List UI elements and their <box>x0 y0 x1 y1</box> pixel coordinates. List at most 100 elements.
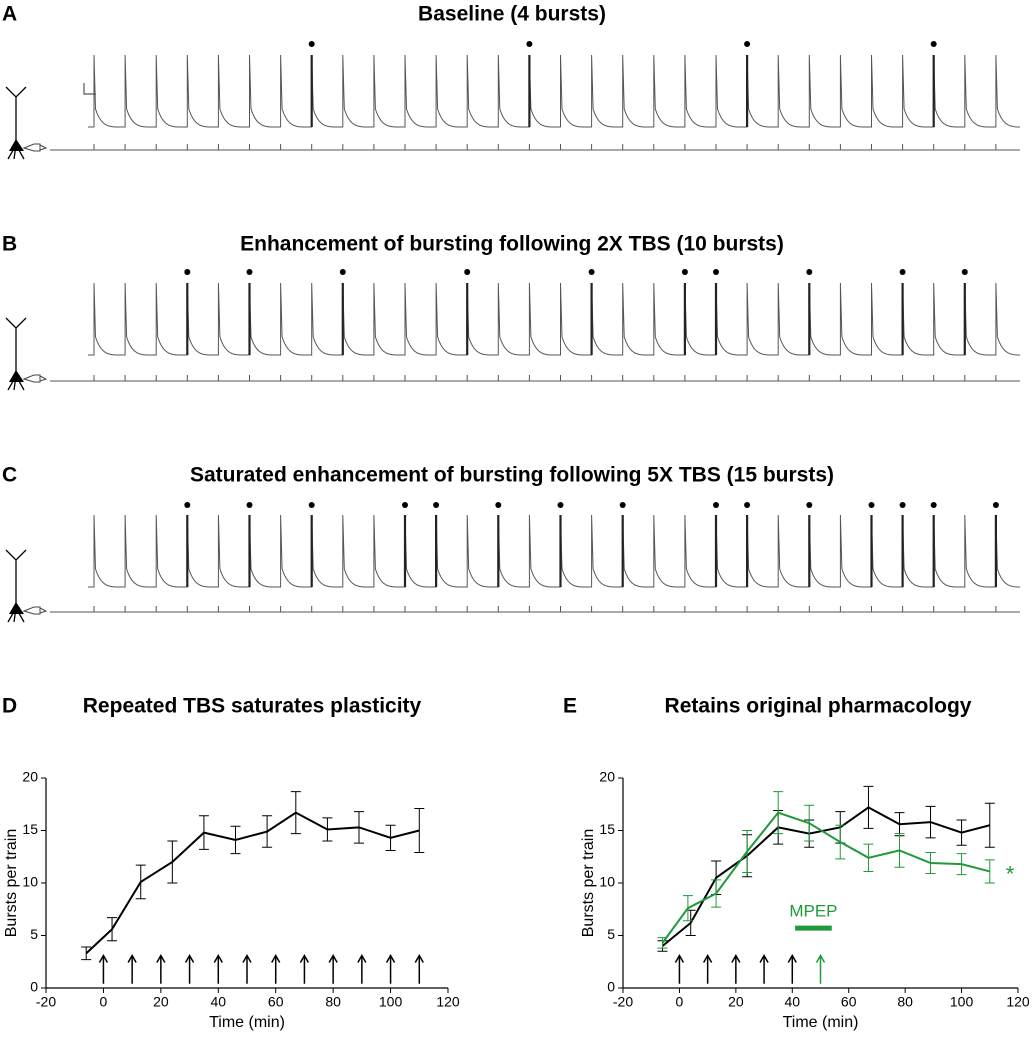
stimulus-arrow <box>787 953 797 984</box>
error-bar <box>414 807 425 854</box>
burst-dot <box>868 502 875 508</box>
x-tick-label: 60 <box>841 994 857 1010</box>
stimulus-arrow <box>127 953 137 984</box>
panel-label: C <box>2 464 17 487</box>
voltage-trace <box>88 514 1020 588</box>
x-tick-label: 80 <box>325 994 341 1010</box>
y-tick-label: 5 <box>607 926 615 942</box>
burst-dot <box>184 269 191 275</box>
stimulus-arrow <box>674 953 685 984</box>
drug-label: MPEP <box>789 902 837 921</box>
data-line <box>85 811 420 955</box>
neuron-body <box>9 602 24 614</box>
burst-dot <box>899 502 906 508</box>
panel-title: Enhancement of bursting following 2X TBS… <box>240 233 784 256</box>
y-tick-label: 20 <box>22 769 38 785</box>
burst-dot <box>961 269 968 275</box>
x-tick-label: 120 <box>1006 994 1030 1010</box>
panel-label: D <box>2 695 17 718</box>
burst-dot <box>588 269 595 275</box>
burst-dot <box>557 502 564 508</box>
voltage-trace <box>88 54 1020 128</box>
stimulus-arrow <box>357 953 367 984</box>
data-line <box>661 806 991 947</box>
error-bar <box>984 802 995 848</box>
burst-dot <box>402 502 408 508</box>
burst-dot <box>930 41 937 47</box>
stimulus-trace <box>50 606 1020 613</box>
x-tick-label: 100 <box>379 994 403 1010</box>
burst-dot <box>713 502 719 508</box>
stimulus-arrow <box>759 953 769 984</box>
burst-dot <box>619 502 626 508</box>
burst-dot <box>899 269 906 275</box>
scale-bar <box>83 83 96 95</box>
x-tick-label: -20 <box>36 994 56 1010</box>
burst-dot <box>681 269 688 275</box>
burst-dot <box>246 269 253 275</box>
panel-title: Baseline (4 bursts) <box>418 3 606 26</box>
neuron-icon <box>5 86 27 160</box>
stimulus-arrow <box>213 953 223 984</box>
stimulus-arrow <box>271 953 281 984</box>
burst-dot <box>992 502 999 508</box>
stimulus-trace <box>50 375 1020 382</box>
x-tick-label: 100 <box>950 994 974 1010</box>
panel-label: A <box>2 3 17 26</box>
y-tick-label: 10 <box>599 874 615 890</box>
x-axis-label: Time (min) <box>209 1014 285 1031</box>
chart-title: Retains original pharmacology <box>665 695 972 718</box>
voltage-trace <box>88 282 1020 356</box>
y-tick-label: 5 <box>30 926 38 942</box>
y-tick-label: 0 <box>607 979 615 995</box>
burst-dot <box>339 269 346 275</box>
y-axis-label: Bursts per train <box>580 829 597 937</box>
stimulus-arrow <box>184 953 195 984</box>
x-tick-label: 0 <box>100 994 108 1010</box>
burst-dot <box>308 41 315 47</box>
x-tick-label: 0 <box>676 994 684 1010</box>
stimulus-arrow <box>385 953 396 984</box>
electrode <box>22 143 48 152</box>
burst-dot <box>246 502 253 508</box>
x-tick-label: 40 <box>784 994 800 1010</box>
y-axis-label: Bursts per train <box>3 829 20 937</box>
neuron-icon <box>5 549 27 623</box>
stimulus-arrow <box>242 953 252 984</box>
y-tick-label: 10 <box>22 874 38 890</box>
x-tick-label: 40 <box>210 994 226 1010</box>
stimulus-arrow <box>731 953 741 984</box>
burst-dot <box>744 502 751 508</box>
x-tick-label: 80 <box>897 994 913 1010</box>
burst-dot <box>308 502 315 508</box>
panel-label: E <box>563 695 577 718</box>
stimulus-arrow <box>702 953 713 984</box>
y-tick-label: 20 <box>599 769 615 785</box>
neuron-body <box>9 139 24 151</box>
stimulus-trace <box>50 144 1020 151</box>
burst-dot <box>526 41 533 47</box>
x-tick-label: 60 <box>268 994 284 1010</box>
stimulus-arrow <box>414 953 424 984</box>
panel-label: B <box>2 233 17 256</box>
electrode <box>22 606 48 615</box>
burst-dot <box>806 502 813 508</box>
burst-dot <box>806 269 813 275</box>
burst-dot <box>433 502 440 508</box>
y-tick-label: 15 <box>599 821 615 837</box>
x-tick-label: 20 <box>153 994 169 1010</box>
burst-dot <box>930 502 937 508</box>
neuron-body <box>9 370 24 382</box>
burst-dot <box>713 269 719 275</box>
panel-title: Saturated enhancement of bursting follow… <box>190 464 834 487</box>
stimulus-arrow <box>299 953 310 984</box>
significance-marker: * <box>1006 861 1015 886</box>
y-tick-label: 15 <box>22 821 38 837</box>
stimulus-arrow <box>815 953 826 984</box>
y-tick-label: 0 <box>30 979 38 995</box>
electrode <box>22 374 48 383</box>
burst-dot <box>464 269 471 275</box>
stimulus-arrow <box>98 953 109 984</box>
burst-dot <box>744 41 751 47</box>
